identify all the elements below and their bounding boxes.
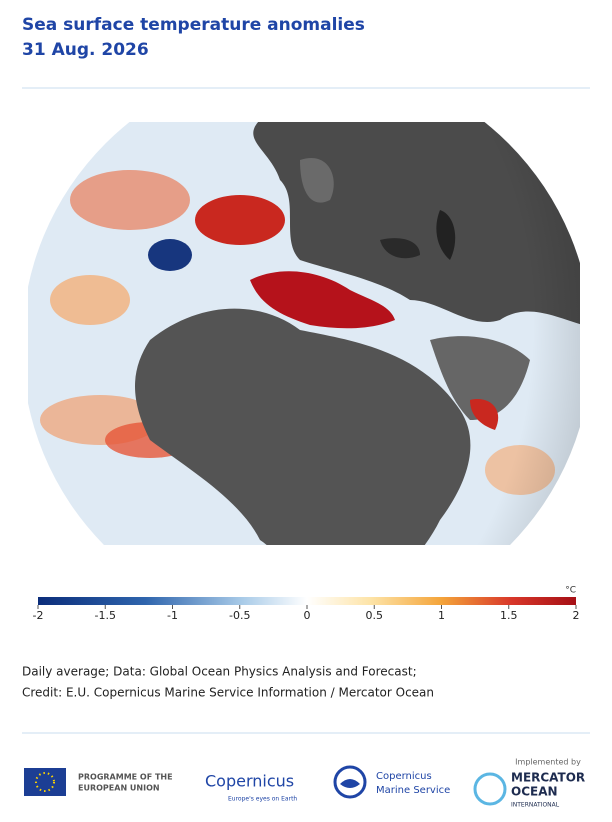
colorbar-tick-label: 0 [304, 609, 311, 622]
marine-text: Copernicus [376, 771, 432, 782]
marine-text: Marine Service [376, 785, 450, 796]
title: Sea surface temperature anomalies [22, 15, 365, 35]
colorbar-tick-label: 2 [573, 609, 580, 622]
marine-fish [340, 779, 360, 788]
mercator-intro: Implemented by [515, 758, 581, 767]
colorbar-tick-label: -1.5 [95, 609, 116, 622]
copernicus-tagline: Europe's eyes on Earth [228, 796, 297, 803]
colorbar-tick-label: 1 [438, 609, 445, 622]
colorbar-ramp [38, 597, 576, 605]
mercator-text: OCEAN [511, 785, 558, 799]
mercator-text: INTERNATIONAL [511, 802, 560, 809]
copernicus-name: Copernicus [205, 772, 294, 791]
caption-line: Credit: E.U. Copernicus Marine Service I… [22, 686, 434, 700]
colorbar-unit: °C [565, 586, 576, 596]
colorbar-tick-label: 1.5 [500, 609, 518, 622]
caption-line: Daily average; Data: Global Ocean Physic… [22, 665, 417, 679]
logos: PROGRAMME OF THE EUROPEAN UNION Copernic… [24, 758, 585, 809]
eu-text: EUROPEAN UNION [78, 784, 160, 793]
eu-stars [35, 772, 55, 792]
colorbar-tick-label: -2 [33, 609, 44, 622]
colorbar: °C -2 -1.5 -1 -0.5 0 0.5 1 1.5 2 [33, 586, 580, 623]
eu-text: PROGRAMME OF THE [78, 773, 173, 782]
mercator-text: MERCATOR [511, 771, 585, 785]
colorbar-tick-label: 0.5 [366, 609, 384, 622]
colorbar-tick-label: -0.5 [229, 609, 250, 622]
date: 31 Aug. 2026 [22, 40, 149, 60]
mercator-icon [473, 772, 507, 806]
colorbar-tick-label: -1 [167, 609, 178, 622]
marine-icon [333, 765, 367, 799]
